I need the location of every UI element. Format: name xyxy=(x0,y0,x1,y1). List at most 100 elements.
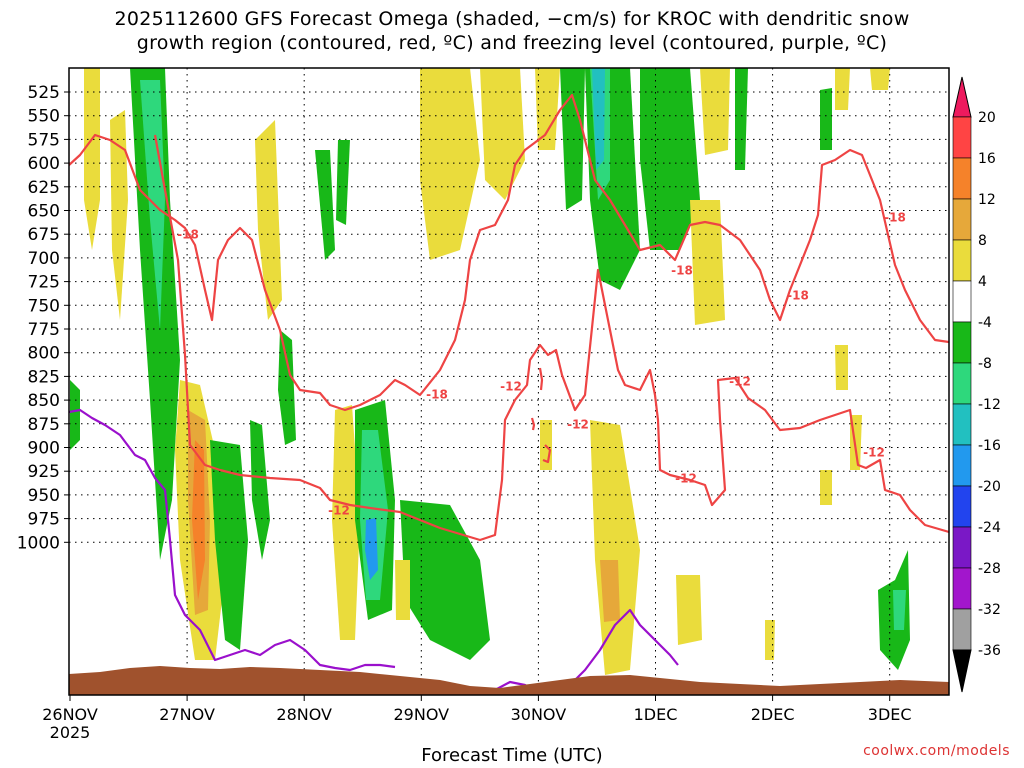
contour-label-minus18-1: -18 xyxy=(426,388,448,402)
y-tick-label-900: 900 xyxy=(28,439,60,459)
omega-time-height-chart: -18 -18 -18 -18 -18 -12 -12 -12 -12 -12 -12 525 550… xyxy=(17,67,1001,742)
colorbar-segment-8 xyxy=(952,444,972,487)
y-tick-label-925: 925 xyxy=(28,462,60,482)
freezing-level-contour-2 xyxy=(574,608,679,681)
contour-label-minus18-4: -18 xyxy=(884,211,906,225)
plot-frame xyxy=(68,67,950,696)
colorbar-segment-1 xyxy=(952,157,972,200)
colorbar-label-12: -32 xyxy=(978,602,1001,618)
omega-region-strong-down-25 xyxy=(592,68,605,170)
colorbar-segment-2 xyxy=(952,198,972,241)
colorbar-segment-5 xyxy=(952,321,972,364)
omega-region-weak-up-43 xyxy=(395,560,410,620)
colorbar-label-2: 12 xyxy=(978,192,996,208)
x-tick-label-29NOV: 29NOV xyxy=(394,705,450,724)
contour-label-minus18-3: -18 xyxy=(787,289,809,303)
y-tick-label-950: 950 xyxy=(28,486,60,506)
y-tick-label-725: 725 xyxy=(28,273,60,293)
colorbar-label-1: 16 xyxy=(978,151,996,167)
dgz-contour-1 xyxy=(153,134,949,542)
y-tick-label-700: 700 xyxy=(28,249,60,269)
contour-label-minus18-0: -18 xyxy=(177,228,199,242)
omega-region-weak-down-34 xyxy=(820,88,832,150)
omega-region-weak-up-35 xyxy=(835,68,850,110)
omega-region-weak-down-8 xyxy=(210,440,248,650)
x-axis-title: Forecast Time (UTC) xyxy=(421,745,603,766)
omega-region-weak-up-1 xyxy=(110,110,128,320)
colorbar-segment-0 xyxy=(952,116,972,159)
x-axis: 26NOV 27NOV 28NOV 29NOV 30NOV 1DEC 2DEC 3DEC 202… xyxy=(42,695,912,742)
colorbar-label-7: -12 xyxy=(978,397,1001,413)
dgz-contour-0 xyxy=(69,93,949,412)
omega-region-weak-down-4 xyxy=(70,380,80,450)
x-tick-label-1DEC: 1DEC xyxy=(634,705,678,724)
watermark: coolwx.com/models xyxy=(863,743,1010,759)
omega-region-weak-up-33 xyxy=(765,620,775,660)
omega-region-weak-down-13 xyxy=(336,140,350,225)
dgz-contour-2 xyxy=(542,444,552,464)
colorbar-label-0: 20 xyxy=(978,110,996,126)
contour-label-minus12-1: -12 xyxy=(567,418,589,432)
colorbar-label-9: -20 xyxy=(978,479,1001,495)
x-tick-label-28NOV: 28NOV xyxy=(276,705,332,724)
freezing-level-contour-0 xyxy=(69,408,396,672)
omega-region-weak-up-39 xyxy=(820,470,832,505)
colorbar-label-5: -4 xyxy=(978,315,992,331)
y-tick-label-625: 625 xyxy=(28,178,60,198)
colorbar: 20 16 12 8 4 -4 -8 -12 -16 -20 -24 -28 -32 -36 xyxy=(952,76,1001,693)
colorbar-label-13: -36 xyxy=(978,643,1001,659)
omega-region-weak-up-0 xyxy=(84,68,100,250)
omega-region-mod-up-31 xyxy=(600,560,620,622)
chart-subtitle: growth region (contoured, red, ºC) and f… xyxy=(136,32,888,54)
y-tick-label-850: 850 xyxy=(28,391,60,411)
omega-region-strong-up-7 xyxy=(192,440,205,600)
y-tick-label-575: 575 xyxy=(28,130,60,150)
omega-region-weak-down-9 xyxy=(250,420,270,560)
contour-label-minus12-3: -12 xyxy=(729,375,751,389)
omega-region-weak-down-26 xyxy=(640,68,700,250)
omega-region-weak-down-18 xyxy=(400,500,490,660)
y-tick-label-825: 825 xyxy=(28,367,60,387)
omega-region-weak-up-11 xyxy=(255,120,282,320)
omega-region-weak-up-36 xyxy=(870,68,890,90)
omega-region-weak-up-14 xyxy=(332,405,360,640)
colorbar-bottom-extension xyxy=(952,649,972,693)
omega-region-mod-down-41 xyxy=(893,590,906,630)
terrain-fill xyxy=(69,666,949,695)
colorbar-label-10: -24 xyxy=(978,520,1001,536)
omega-region-mod-down-3 xyxy=(140,80,165,330)
colorbar-segment-11 xyxy=(952,567,972,610)
contour-label-minus12-2: -12 xyxy=(675,472,697,486)
contour-label-minus12-5: -12 xyxy=(863,446,885,460)
y-tick-label-525: 525 xyxy=(28,83,60,103)
x-year-label: 2025 xyxy=(50,723,91,742)
y-tick-label-750: 750 xyxy=(28,296,60,316)
colorbar-label-8: -16 xyxy=(978,438,1001,454)
y-tick-label-550: 550 xyxy=(28,107,60,127)
colorbar-segment-12 xyxy=(952,608,972,651)
omega-region-weak-down-28 xyxy=(735,68,748,170)
omega-region-weak-up-21 xyxy=(535,68,560,150)
y-axis: 525 550 575 600 625 650 675 700 725 750 775 800 825 8… xyxy=(17,83,69,553)
colorbar-segment-9 xyxy=(952,485,972,528)
omega-region-very-strong-down-17 xyxy=(365,518,378,580)
contour-label-minus12-0: -12 xyxy=(500,380,522,394)
contour-label-minus18-2: -18 xyxy=(671,264,693,278)
colorbar-label-3: 8 xyxy=(978,233,987,249)
colorbar-segment-10 xyxy=(952,526,972,569)
omega-region-weak-up-37 xyxy=(835,345,848,390)
dgz-contour-4 xyxy=(538,367,544,391)
y-tick-label-1000: 1000 xyxy=(17,533,60,553)
y-tick-label-875: 875 xyxy=(28,415,60,435)
colorbar-segment-3 xyxy=(952,239,972,282)
colorbar-label-4: 4 xyxy=(978,274,987,290)
chart-title: 2025112600 GFS Forecast Omega (shaded, −… xyxy=(114,8,910,30)
colorbar-label-11: -28 xyxy=(978,561,1001,577)
colorbar-segment-6 xyxy=(952,362,972,405)
omega-region-weak-up-32 xyxy=(676,575,702,645)
y-tick-label-800: 800 xyxy=(28,344,60,364)
x-tick-label-26NOV: 26NOV xyxy=(42,705,98,724)
x-tick-label-30NOV: 30NOV xyxy=(511,705,567,724)
dgz-contour-3 xyxy=(530,417,536,431)
y-tick-label-675: 675 xyxy=(28,225,60,245)
